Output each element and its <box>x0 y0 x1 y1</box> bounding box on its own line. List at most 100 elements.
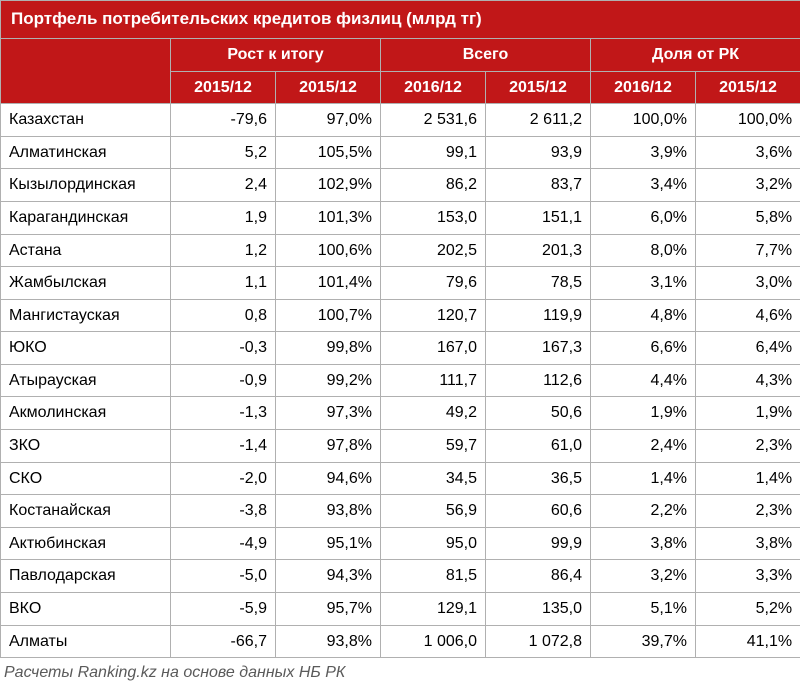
cell-total_2015: 50,6 <box>486 397 591 430</box>
cell-growth_pct: 93,8% <box>276 495 381 528</box>
cell-share_2016: 3,2% <box>591 560 696 593</box>
table-row: Мангистауская0,8100,7%120,7119,94,8%4,6% <box>1 299 800 332</box>
table-row: ЗКО-1,497,8%59,761,02,4%2,3% <box>1 430 800 463</box>
table-row: Жамбылская1,1101,4%79,678,53,1%3,0% <box>1 267 800 300</box>
subheader-0: 2015/12 <box>171 71 276 104</box>
cell-growth_pct: 99,2% <box>276 364 381 397</box>
cell-total_2016: 86,2 <box>381 169 486 202</box>
cell-share_2015: 41,1% <box>696 625 800 658</box>
cell-region: Актюбинская <box>1 527 171 560</box>
cell-total_2016: 59,7 <box>381 430 486 463</box>
table-body: Казахстан-79,697,0%2 531,62 611,2100,0%1… <box>1 104 800 658</box>
cell-total_2015: 83,7 <box>486 169 591 202</box>
cell-growth_pct: 105,5% <box>276 136 381 169</box>
cell-total_2015: 60,6 <box>486 495 591 528</box>
cell-growth_abs: -4,9 <box>171 527 276 560</box>
cell-growth_abs: -5,0 <box>171 560 276 593</box>
cell-growth_abs: -0,9 <box>171 364 276 397</box>
cell-share_2016: 5,1% <box>591 593 696 626</box>
cell-share_2015: 3,6% <box>696 136 800 169</box>
cell-total_2015: 1 072,8 <box>486 625 591 658</box>
cell-total_2015: 135,0 <box>486 593 591 626</box>
cell-share_2015: 1,9% <box>696 397 800 430</box>
table-row: Актюбинская-4,995,1%95,099,93,8%3,8% <box>1 527 800 560</box>
cell-growth_abs: -79,6 <box>171 104 276 137</box>
cell-total_2016: 81,5 <box>381 560 486 593</box>
cell-growth_abs: 1,2 <box>171 234 276 267</box>
cell-total_2015: 36,5 <box>486 462 591 495</box>
cell-total_2016: 34,5 <box>381 462 486 495</box>
cell-share_2016: 1,9% <box>591 397 696 430</box>
table-title: Портфель потребительских кредитов физлиц… <box>1 1 800 39</box>
cell-share_2015: 7,7% <box>696 234 800 267</box>
table-row: Костанайская-3,893,8%56,960,62,2%2,3% <box>1 495 800 528</box>
table-row: Карагандинская1,9101,3%153,0151,16,0%5,8… <box>1 201 800 234</box>
cell-region: Павлодарская <box>1 560 171 593</box>
cell-total_2015: 112,6 <box>486 364 591 397</box>
table-row: Кызылординская2,4102,9%86,283,73,4%3,2% <box>1 169 800 202</box>
cell-share_2016: 3,8% <box>591 527 696 560</box>
cell-total_2015: 2 611,2 <box>486 104 591 137</box>
cell-total_2016: 99,1 <box>381 136 486 169</box>
table-row: ЮКО-0,399,8%167,0167,36,6%6,4% <box>1 332 800 365</box>
cell-region: Кызылординская <box>1 169 171 202</box>
cell-region: Мангистауская <box>1 299 171 332</box>
table-row: Акмолинская-1,397,3%49,250,61,9%1,9% <box>1 397 800 430</box>
cell-growth_abs: -1,4 <box>171 430 276 463</box>
cell-total_2015: 151,1 <box>486 201 591 234</box>
cell-growth_pct: 94,6% <box>276 462 381 495</box>
cell-growth_abs: 2,4 <box>171 169 276 202</box>
cell-total_2015: 93,9 <box>486 136 591 169</box>
cell-growth_abs: -2,0 <box>171 462 276 495</box>
table-row: Атырауская-0,999,2%111,7112,64,4%4,3% <box>1 364 800 397</box>
cell-share_2015: 3,8% <box>696 527 800 560</box>
table-row: Павлодарская-5,094,3%81,586,43,2%3,3% <box>1 560 800 593</box>
cell-total_2016: 120,7 <box>381 299 486 332</box>
cell-region: Астана <box>1 234 171 267</box>
cell-total_2016: 49,2 <box>381 397 486 430</box>
cell-total_2015: 78,5 <box>486 267 591 300</box>
cell-region: ВКО <box>1 593 171 626</box>
header-group-growth: Рост к итогу <box>171 38 381 71</box>
cell-total_2016: 95,0 <box>381 527 486 560</box>
cell-share_2015: 6,4% <box>696 332 800 365</box>
cell-share_2016: 2,4% <box>591 430 696 463</box>
cell-total_2016: 1 006,0 <box>381 625 486 658</box>
cell-growth_pct: 97,8% <box>276 430 381 463</box>
cell-growth_pct: 97,3% <box>276 397 381 430</box>
cell-growth_pct: 94,3% <box>276 560 381 593</box>
table-row: Казахстан-79,697,0%2 531,62 611,2100,0%1… <box>1 104 800 137</box>
cell-total_2015: 119,9 <box>486 299 591 332</box>
cell-share_2016: 6,0% <box>591 201 696 234</box>
cell-total_2016: 111,7 <box>381 364 486 397</box>
cell-share_2016: 4,4% <box>591 364 696 397</box>
cell-share_2015: 2,3% <box>696 495 800 528</box>
cell-share_2015: 4,6% <box>696 299 800 332</box>
cell-share_2016: 6,6% <box>591 332 696 365</box>
subheader-4: 2016/12 <box>591 71 696 104</box>
cell-share_2016: 3,4% <box>591 169 696 202</box>
footnote: Расчеты Ranking.kz на основе данных НБ Р… <box>0 658 800 686</box>
cell-region: Казахстан <box>1 104 171 137</box>
table-row: Астана1,2100,6%202,5201,38,0%7,7% <box>1 234 800 267</box>
header-group-share: Доля от РК <box>591 38 800 71</box>
cell-region: Алматинская <box>1 136 171 169</box>
cell-share_2015: 1,4% <box>696 462 800 495</box>
table-container: Портфель потребительских кредитов физлиц… <box>0 0 800 686</box>
cell-share_2015: 100,0% <box>696 104 800 137</box>
cell-share_2016: 8,0% <box>591 234 696 267</box>
table-head: Портфель потребительских кредитов физлиц… <box>1 1 800 104</box>
cell-share_2016: 2,2% <box>591 495 696 528</box>
header-region-blank <box>1 38 171 103</box>
cell-share_2016: 3,1% <box>591 267 696 300</box>
cell-growth_abs: 0,8 <box>171 299 276 332</box>
cell-total_2015: 61,0 <box>486 430 591 463</box>
cell-growth_abs: 5,2 <box>171 136 276 169</box>
cell-share_2015: 3,3% <box>696 560 800 593</box>
cell-total_2016: 2 531,6 <box>381 104 486 137</box>
cell-growth_pct: 99,8% <box>276 332 381 365</box>
cell-region: Алматы <box>1 625 171 658</box>
cell-total_2016: 167,0 <box>381 332 486 365</box>
cell-share_2015: 3,0% <box>696 267 800 300</box>
cell-total_2015: 167,3 <box>486 332 591 365</box>
